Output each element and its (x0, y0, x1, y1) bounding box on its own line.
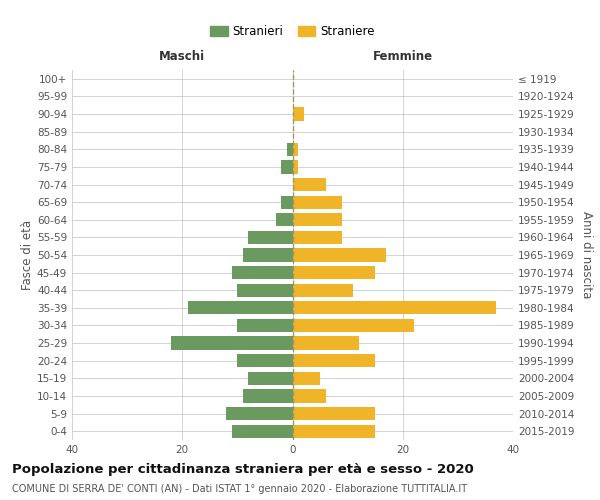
Y-axis label: Anni di nascita: Anni di nascita (580, 212, 593, 298)
Text: Maschi: Maschi (159, 50, 205, 62)
Bar (238, 354, 293, 368)
Bar (293, 301, 496, 314)
Bar (232, 424, 293, 438)
Text: COMUNE DI SERRA DE' CONTI (AN) - Dati ISTAT 1° gennaio 2020 - Elaborazione TUTTI: COMUNE DI SERRA DE' CONTI (AN) - Dati IS… (12, 484, 467, 494)
Legend: Stranieri, Straniere: Stranieri, Straniere (206, 20, 379, 43)
Bar (293, 160, 298, 173)
Bar (293, 266, 375, 279)
Bar (293, 424, 375, 438)
Bar (232, 266, 293, 279)
Bar (293, 178, 326, 191)
Bar (243, 390, 293, 402)
Bar (293, 213, 342, 226)
Bar (248, 231, 293, 244)
Bar (293, 284, 353, 297)
Text: Femmine: Femmine (373, 50, 433, 62)
Bar (243, 248, 293, 262)
Bar (281, 196, 293, 209)
Bar (293, 142, 298, 156)
Bar (226, 407, 293, 420)
Bar (238, 319, 293, 332)
Bar (293, 390, 326, 402)
Bar (293, 319, 414, 332)
Text: Popolazione per cittadinanza straniera per età e sesso - 2020: Popolazione per cittadinanza straniera p… (12, 462, 474, 475)
Bar (293, 248, 386, 262)
Bar (293, 108, 304, 120)
Bar (293, 354, 375, 368)
Bar (281, 160, 293, 173)
Bar (171, 336, 293, 349)
Bar (248, 372, 293, 385)
Bar (293, 372, 320, 385)
Bar (293, 231, 342, 244)
Bar (287, 142, 293, 156)
Bar (276, 213, 293, 226)
Bar (293, 336, 359, 349)
Bar (293, 407, 375, 420)
Bar (293, 196, 342, 209)
Bar (188, 301, 293, 314)
Y-axis label: Fasce di età: Fasce di età (21, 220, 34, 290)
Bar (238, 284, 293, 297)
